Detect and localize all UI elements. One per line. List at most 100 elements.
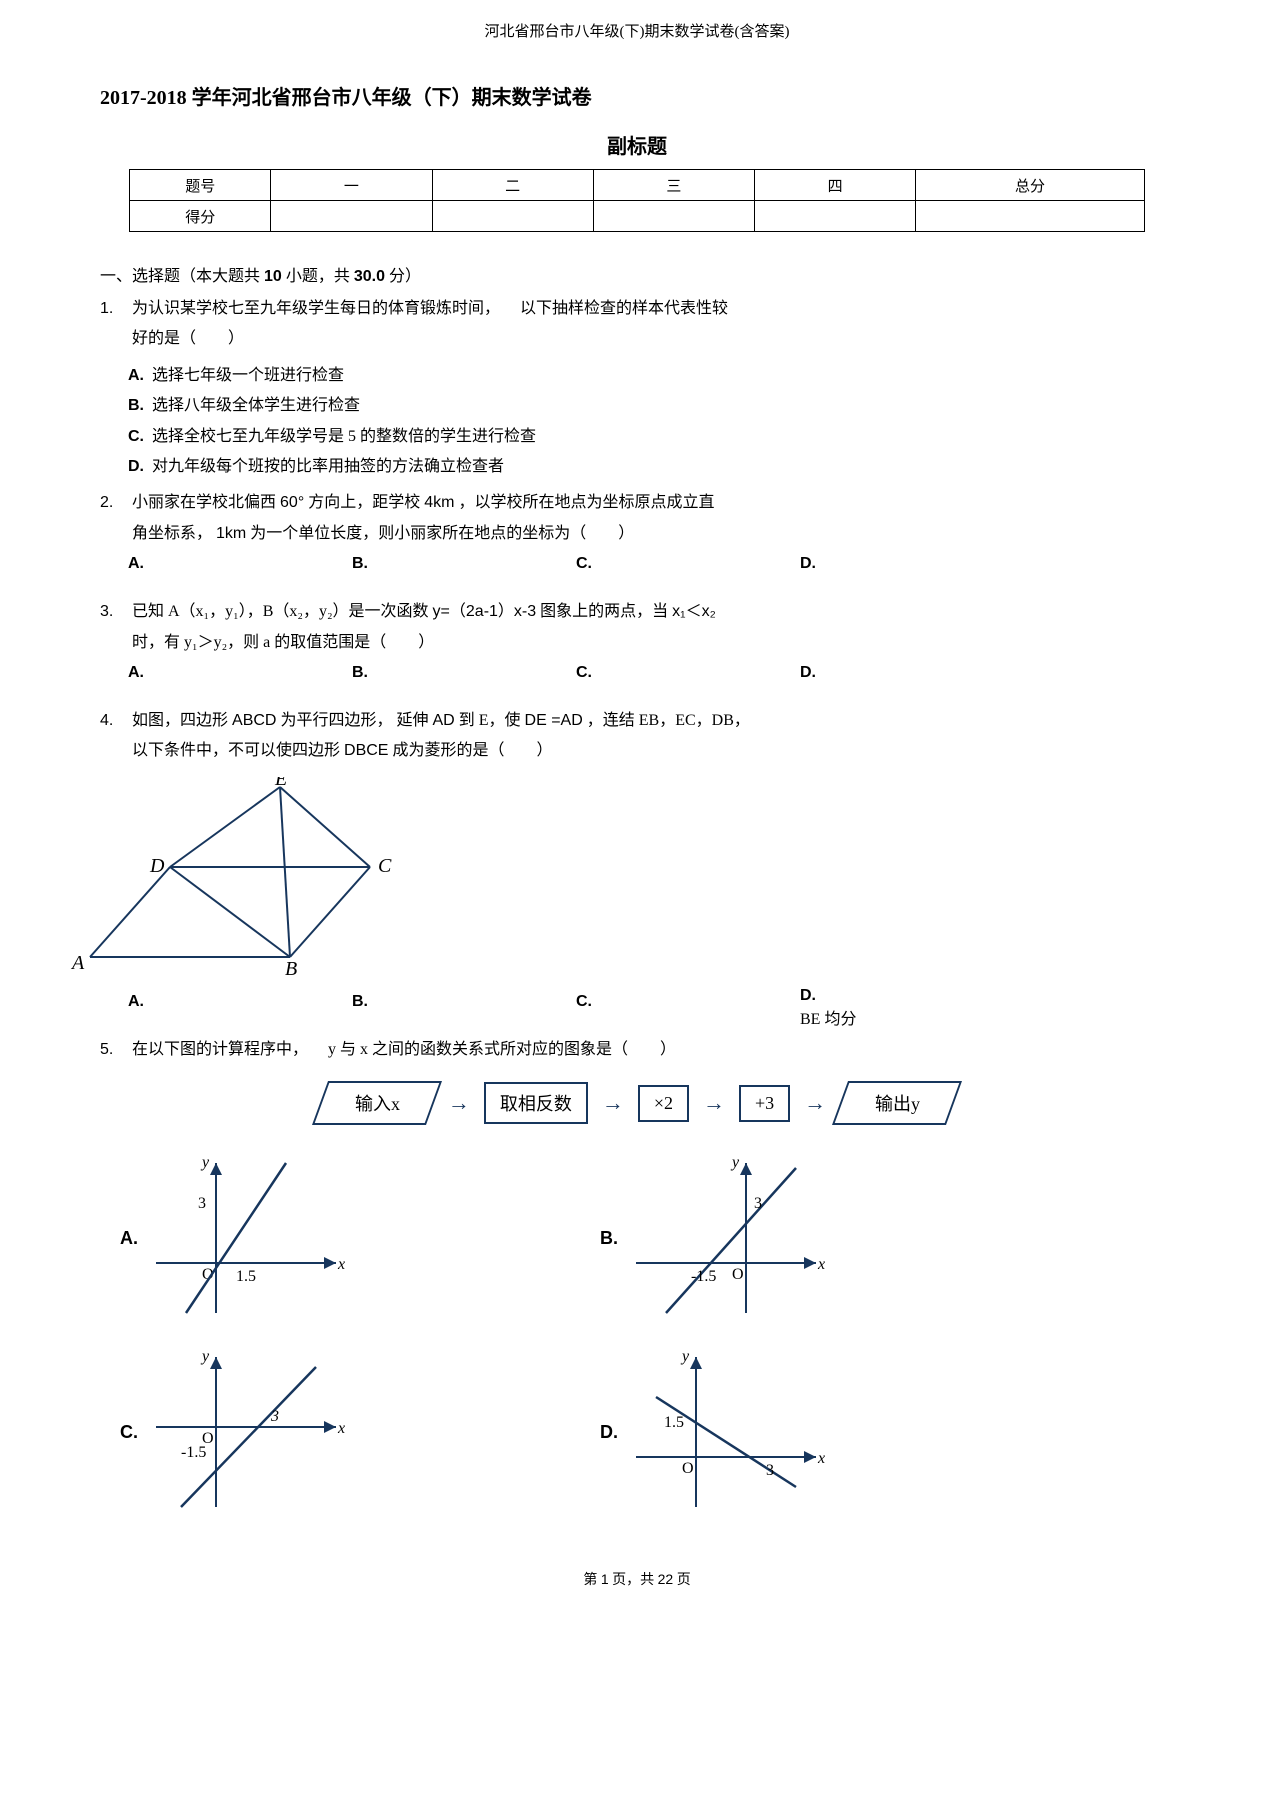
text: 页，共 [609, 1573, 658, 1588]
cell [755, 201, 916, 232]
svg-text:x: x [337, 1256, 345, 1273]
svg-text:1.5: 1.5 [236, 1268, 256, 1285]
svg-text:O: O [732, 1266, 744, 1283]
q1-options: A. 选择七年级一个班进行检查 B. 选择八年级全体学生进行检查 C. 选择全校… [128, 361, 1214, 483]
qnum: 1. [100, 294, 128, 324]
opt-label: C. [576, 555, 796, 573]
opt-text: 选择全校七至九年级学号是 5 的整数倍的学生进行检查 [152, 428, 536, 445]
opt-b: B. Ox y -1.5 3 [600, 1153, 1080, 1323]
opt-label: D. [800, 555, 1020, 573]
opt-label: A. [128, 555, 348, 573]
page-num: 1 [601, 1571, 609, 1587]
text: ABCD [232, 712, 276, 729]
cell: 总分 [916, 170, 1144, 201]
text: x₁＜x₂ [672, 603, 716, 620]
svg-text:C: C [378, 855, 392, 877]
opt-label: B. [128, 391, 148, 421]
text: 小丽家在学校北偏西 [132, 494, 276, 511]
text: 第 [583, 1573, 601, 1588]
graph-a: Oxy1.53 [146, 1153, 346, 1323]
text: 方向上，距学校 [308, 494, 420, 511]
text: 已知 A（x₁，y₁），B（x₂，y₂）是一次函数 [132, 603, 429, 620]
opt-c: C. Oxy3-1.5 [120, 1347, 600, 1517]
table-row: 题号 一 二 三 四 总分 [130, 170, 1145, 201]
doc-header: 河北省邢台市八年级(下)期末数学试卷(含答案) [60, 20, 1214, 41]
text: DE =AD [525, 712, 583, 729]
text: 输出y [875, 1090, 920, 1116]
text: 以下条件中，不可以使四边形 [132, 742, 340, 759]
opt-label: A. [128, 664, 348, 682]
svg-text:x: x [817, 1256, 825, 1273]
opt-label: C. [120, 1422, 138, 1443]
section-header: 一、选择题（本大题共 10 小题，共 30.0 分） [100, 262, 1214, 286]
opt-label: A. [128, 993, 348, 1011]
q5-graph-options: A. Oxy1.53 B. Oxy-1.53 C. Oxy3-1.5 D. Ox… [120, 1141, 1214, 1529]
qnum: 5. [100, 1035, 128, 1065]
qbody: 在以下图的计算程序中， y 与 x 之间的函数关系式所对应的图象是（ ） [132, 1035, 1132, 1065]
qbody: 为认识某学校七至九年级学生每日的体育锻炼时间， 以下抽样检查的样本代表性较 好的… [132, 294, 1132, 355]
text: 延伸 [396, 712, 428, 729]
cell: 题号 [130, 170, 271, 201]
text: 角坐标系， [132, 525, 212, 542]
svg-text:y: y [680, 1348, 690, 1365]
cell [271, 201, 432, 232]
cell [432, 201, 593, 232]
cell: 得分 [130, 201, 271, 232]
flow-step: ×2 [638, 1085, 689, 1122]
opt-text: BE 均分 [800, 1005, 1020, 1029]
cell [593, 201, 754, 232]
svg-text:D: D [149, 855, 165, 877]
q3-options: A. B. C. D. [128, 664, 1214, 700]
svg-text:3: 3 [754, 1195, 762, 1212]
question-4: 4. 如图，四边形 ABCD 为平行四边形， 延伸 AD 到 E，使 DE =A… [100, 706, 1214, 767]
qbody: 已知 A（x₁，y₁），B（x₂，y₂）是一次函数 y=（2a-1）x-3 图象… [132, 597, 1132, 658]
opt-a: A. Oxy1.53 [120, 1153, 600, 1323]
text: 输入x [354, 1090, 399, 1116]
svg-text:B: B [285, 958, 297, 977]
graph-d: Ox y 1.5 3 [626, 1347, 826, 1517]
opt-label: D. [800, 664, 1020, 682]
opt-text: 选择七年级一个班进行检查 [152, 367, 344, 384]
svg-text:A: A [70, 952, 85, 974]
opt-label: D. [800, 987, 1020, 1005]
opt-label: B. [352, 993, 572, 1011]
count: 10 [264, 268, 282, 285]
text: 一、选择题（本大题共 [100, 268, 260, 285]
subtitle: 副标题 [60, 130, 1214, 159]
text: 成为菱形的是（ ） [392, 742, 552, 759]
page-footer: 第 1 页，共 22 页 [60, 1569, 1214, 1589]
opt-label: A. [128, 361, 148, 391]
text: y 与 x 之间的函数关系式所对应的图象是（ ） [328, 1041, 676, 1058]
svg-text:y: y [730, 1154, 740, 1171]
question-1: 1. 为认识某学校七至九年级学生每日的体育锻炼时间， 以下抽样检查的样本代表性较… [100, 294, 1214, 355]
qnum: 3. [100, 597, 128, 627]
table-row: 得分 [130, 201, 1145, 232]
flow-input: 输入x [312, 1081, 442, 1125]
svg-text:y: y [200, 1348, 210, 1365]
graph-c: Oxy3-1.5 [146, 1347, 346, 1517]
question-3: 3. 已知 A（x₁，y₁），B（x₂，y₂）是一次函数 y=（2a-1）x-3… [100, 597, 1214, 658]
opt-label: C. [576, 664, 796, 682]
text: ，以学校所在地点为坐标原点成立直 [458, 494, 714, 511]
qbody: 如图，四边形 ABCD 为平行四边形， 延伸 AD 到 E，使 DE =AD ，… [132, 706, 1132, 767]
svg-text:O: O [682, 1460, 694, 1477]
cell: 一 [271, 170, 432, 201]
arrow-icon: → [448, 1090, 470, 1116]
svg-text:3: 3 [270, 1408, 279, 1425]
text: 为平行四边形， [280, 712, 392, 729]
text: 图象上的两点，当 [540, 603, 668, 620]
opt-label: C. [128, 422, 148, 452]
text: ，连结 EB，EC，DB， [587, 712, 750, 729]
flow-step: 取相反数 [484, 1082, 588, 1124]
opt-label: B. [600, 1228, 618, 1249]
qbody: 小丽家在学校北偏西 60° 方向上，距学校 4km ，以学校所在地点为坐标原点成… [132, 488, 1132, 549]
text: y=（2a-1）x-3 [433, 603, 537, 620]
svg-text:1.5: 1.5 [664, 1414, 684, 1431]
svg-text:x: x [817, 1450, 825, 1467]
cell: 二 [432, 170, 593, 201]
text: 4km [424, 494, 454, 511]
qnum: 2. [100, 488, 128, 518]
graph-b: Ox y -1.5 3 [626, 1153, 826, 1323]
svg-text:3: 3 [766, 1462, 774, 1479]
svg-text:-1.5: -1.5 [691, 1268, 716, 1285]
